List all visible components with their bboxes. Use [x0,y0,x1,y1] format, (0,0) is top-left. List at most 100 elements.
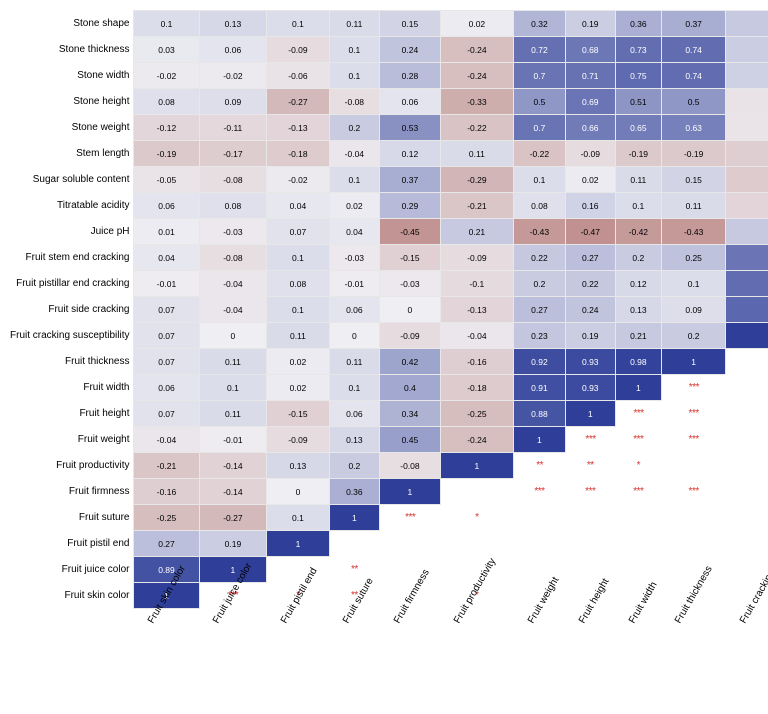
sig-cell: * [615,453,661,479]
corr-cell: 0.1 [615,193,661,219]
corr-cell: 0.93 [565,349,615,375]
corr-cell: -0.25 [440,401,513,427]
corr-cell: 0.27 [565,245,615,271]
corr-cell: 0.2 [514,271,566,297]
corr-cell: -0.16 [726,141,768,167]
corr-cell: 0.07 [134,349,199,375]
corr-cell: -0.15 [267,401,329,427]
sig-cell [565,531,615,557]
row-label: Fruit suture [10,505,134,531]
corr-cell: 0.11 [329,349,380,375]
corr-cell: 0.19 [726,37,768,63]
corr-cell: 0.15 [380,11,441,37]
corr-cell: 0.98 [615,349,661,375]
corr-cell: 0.88 [514,401,566,427]
corr-cell: -0.13 [726,193,768,219]
corr-cell: -0.24 [440,63,513,89]
corr-cell: 0.93 [565,375,615,401]
corr-cell: 0.03 [134,37,199,63]
sig-stars: *** [585,486,595,497]
corr-cell: -0.33 [440,89,513,115]
sig-cell [380,531,441,557]
corr-cell: -0.09 [267,37,329,63]
corr-cell: 0.1 [329,167,380,193]
corr-cell: 0.7 [514,63,566,89]
corr-cell: -0.29 [440,167,513,193]
corr-cell: 1 [726,323,768,349]
corr-cell: 0.11 [615,167,661,193]
sig-stars: *** [633,434,643,445]
sig-cell [661,531,725,557]
sig-cell [615,505,661,531]
corr-cell: 0.63 [661,115,725,141]
sig-cell [615,531,661,557]
corr-cell: 0.73 [615,37,661,63]
corr-cell: -0.05 [726,115,768,141]
figure: Stone shape0.10.130.10.110.150.020.320.1… [10,10,758,704]
corr-cell: 0.7 [514,115,566,141]
corr-cell: -0.15 [380,245,441,271]
corr-cell: -0.21 [440,193,513,219]
corr-cell: 0.13 [267,453,329,479]
corr-cell: 0.91 [514,375,566,401]
sig-stars: *** [689,382,699,393]
corr-cell: 0.21 [726,219,768,245]
corr-cell: 0.22 [514,245,566,271]
sig-stars: *** [634,408,644,419]
row-label: Fruit pistillar end cracking [10,271,134,297]
corr-cell: -0.08 [329,89,380,115]
corr-cell: 0.71 [565,63,615,89]
row-label: Fruit stem end cracking [10,245,134,271]
corr-cell: 1 [565,401,615,427]
corr-cell: 0.77 [726,297,768,323]
corr-cell: -0.27 [199,505,267,531]
corr-cell: 1 [615,375,661,401]
corr-cell: 0.06 [329,297,380,323]
row-label: Fruit skin color [10,583,134,609]
corr-cell: 0.2 [661,323,725,349]
corr-cell: 0.16 [565,193,615,219]
corr-cell: -0.08 [380,453,441,479]
corr-cell: -0.11 [199,115,267,141]
row-label: Fruit firmness [10,479,134,505]
corr-cell: -0.14 [199,453,267,479]
row-label: Fruit weight [10,427,134,453]
corr-cell: 0.51 [615,89,661,115]
corr-cell: 0.15 [661,167,725,193]
sig-cell: * [726,401,768,427]
corr-cell: 0.68 [565,37,615,63]
corr-cell: 0.69 [565,89,615,115]
sig-cell [440,531,513,557]
corr-cell: 0.5 [661,89,725,115]
correlation-matrix: Stone shape0.10.130.10.110.150.020.320.1… [10,10,768,704]
corr-cell: 0.1 [267,245,329,271]
sig-cell [565,505,615,531]
corr-cell: 0.66 [565,115,615,141]
corr-cell: 0.11 [329,11,380,37]
sig-stars: ** [351,564,358,575]
corr-cell: 0.19 [199,531,267,557]
sig-cell: *** [661,375,725,401]
corr-cell: 0.1 [267,297,329,323]
sig-cell: *** [661,427,725,453]
sig-cell: *** [514,479,566,505]
row-label: Fruit side cracking [10,297,134,323]
corr-cell: 0.37 [661,11,725,37]
corr-cell: 0.74 [661,37,725,63]
corr-cell: 0.1 [134,11,199,37]
corr-cell: 0.02 [267,349,329,375]
corr-cell: -0.18 [726,167,768,193]
corr-cell: -0.14 [199,479,267,505]
corr-cell: 1 [380,479,441,505]
corr-cell: -0.05 [134,167,199,193]
sig-stars: *** [585,434,595,445]
corr-cell: 0.07 [134,401,199,427]
corr-cell: -0.04 [440,323,513,349]
row-label: Fruit productivity [10,453,134,479]
row-label: Stone width [10,63,134,89]
corr-cell: 0.29 [380,193,441,219]
corr-cell: 0.19 [565,11,615,37]
corr-cell: 0.24 [565,297,615,323]
corr-cell: 0.4 [380,375,441,401]
corr-cell: 0.19 [565,323,615,349]
